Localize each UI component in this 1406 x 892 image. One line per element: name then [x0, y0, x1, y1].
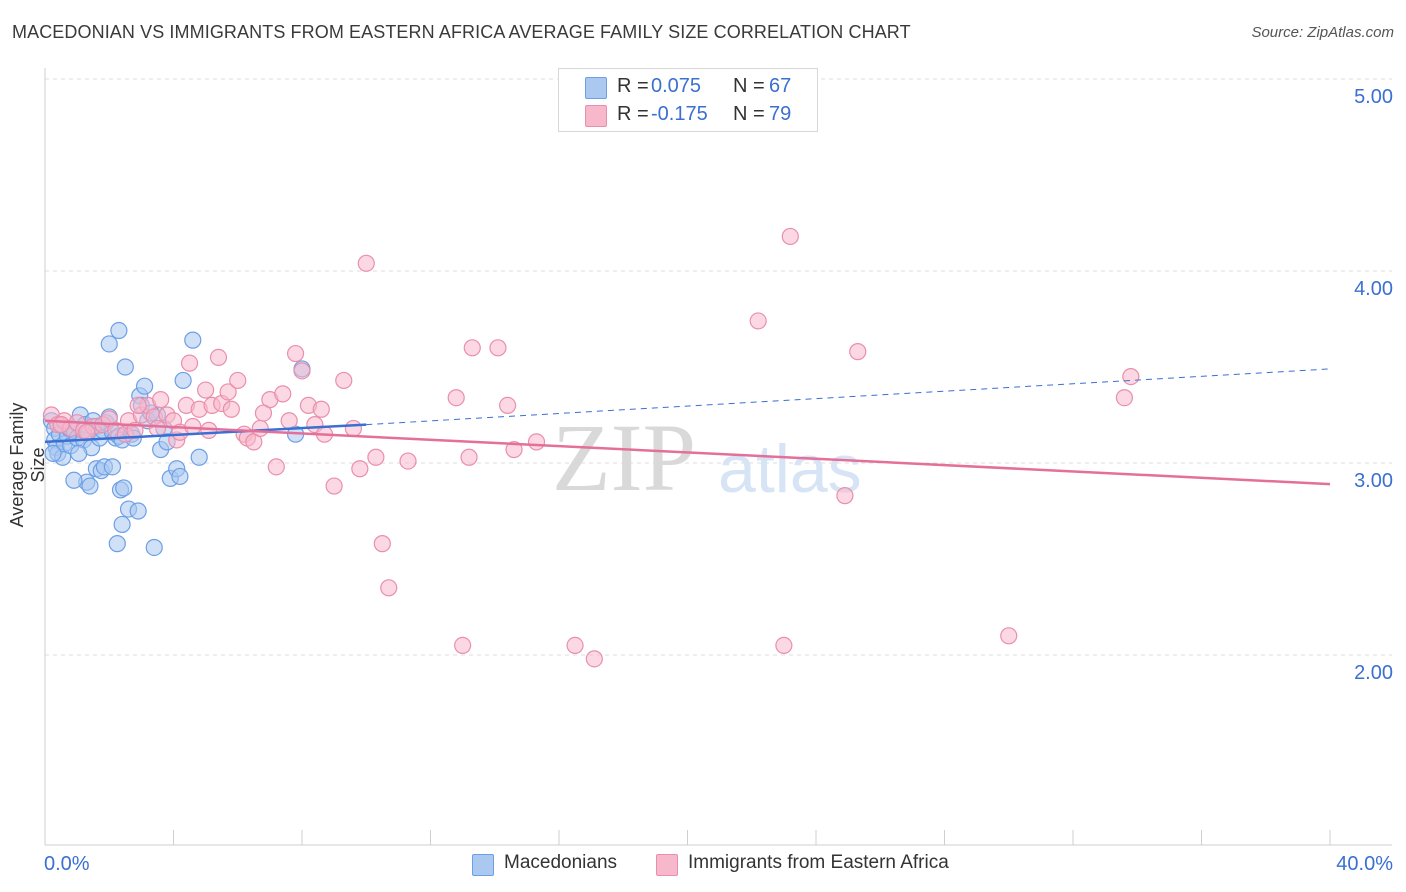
eastern-africa-point — [836, 487, 854, 505]
eastern-africa-point — [148, 419, 167, 438]
y-tick-label: 5.00 — [1354, 86, 1393, 108]
eastern-africa-point — [312, 400, 330, 418]
eastern-africa-point — [849, 343, 867, 361]
macedonian-point — [145, 538, 163, 557]
eastern-africa-point — [209, 348, 228, 366]
y-tick-label: 4.00 — [1354, 278, 1393, 300]
legend-r-label: R = — [617, 103, 649, 125]
eastern-africa-point — [152, 391, 170, 409]
macedonian-trend-line — [44, 423, 367, 444]
eastern-africa-point — [447, 389, 465, 407]
eastern-africa-point — [197, 381, 215, 399]
eastern-africa-point — [274, 385, 292, 403]
eastern-africa-point — [129, 396, 147, 414]
legend-swatch-eastern-africa — [585, 105, 607, 127]
eastern-africa-point — [222, 400, 240, 418]
eastern-africa-point — [1122, 368, 1140, 386]
eastern-africa-point — [254, 404, 273, 422]
y-tick-label: 3.00 — [1354, 470, 1393, 492]
eastern-africa-point — [251, 419, 269, 438]
series-legend-label: Macedonians — [504, 852, 618, 873]
macedonian-point — [100, 335, 118, 353]
eastern-africa-point — [399, 452, 417, 470]
eastern-africa-point — [78, 423, 96, 441]
eastern-africa-point — [367, 448, 385, 466]
macedonian-point — [116, 358, 134, 376]
eastern-africa-point — [527, 433, 546, 451]
data-points — [42, 227, 1140, 668]
eastern-africa-point — [499, 396, 517, 414]
chart-title: MACEDONIAN VS IMMIGRANTS FROM EASTERN AF… — [12, 22, 911, 42]
macedonian-point — [81, 477, 99, 495]
macedonian-point — [135, 377, 154, 395]
eastern-africa-point — [52, 416, 70, 434]
eastern-africa-point — [280, 412, 298, 430]
macedonian-point — [190, 448, 208, 466]
macedonian-point — [65, 471, 83, 489]
legend-r-value: 0.075 — [651, 75, 702, 97]
trend-lines — [44, 368, 1331, 486]
legend-n-value: 79 — [769, 103, 792, 125]
eastern-africa-point — [344, 419, 362, 438]
legend-n-value: 67 — [769, 75, 792, 97]
macedonian-point — [171, 467, 189, 486]
eastern-africa-point — [463, 339, 481, 357]
legend-r-label: R = — [617, 75, 649, 97]
macedonian-point — [108, 535, 126, 553]
x-tick-label: 0.0% — [44, 853, 90, 875]
watermark-zip: ZIP — [552, 404, 696, 511]
macedonian-point — [44, 444, 62, 462]
macedonian-point — [113, 515, 131, 534]
eastern-africa-point — [1115, 389, 1134, 407]
eastern-africa-point — [325, 477, 343, 495]
y-tick-label: 2.00 — [1354, 662, 1393, 684]
legend-n-label: N = — [733, 103, 765, 125]
eastern-africa-point — [460, 448, 478, 466]
eastern-africa-point — [380, 579, 398, 597]
macedonian-trend-extension — [366, 368, 1331, 426]
x-tick-label: 40.0% — [1336, 853, 1393, 875]
eastern-africa-point — [1000, 627, 1018, 645]
eastern-africa-point — [775, 636, 793, 655]
macedonian-point — [115, 479, 133, 497]
series-legend-swatch-macedonians — [472, 854, 494, 876]
eastern-africa-point — [585, 650, 603, 668]
macedonian-point — [174, 371, 192, 390]
legend-r-value: -0.175 — [651, 103, 708, 125]
series-legend-label: Immigrants from Eastern Africa — [688, 852, 949, 873]
eastern-africa-point — [286, 344, 305, 363]
grid — [45, 78, 1392, 656]
eastern-africa-point — [373, 535, 391, 553]
eastern-africa-point — [219, 383, 237, 401]
macedonian-point — [103, 458, 122, 476]
eastern-africa-point — [489, 339, 507, 357]
macedonian-point — [184, 331, 202, 349]
legend-swatch-macedonians — [585, 77, 607, 99]
eastern-africa-point — [749, 312, 767, 330]
eastern-africa-point — [357, 254, 375, 272]
series-legend-swatch-eastern-africa — [656, 854, 678, 876]
eastern-africa-point — [566, 636, 584, 655]
chart-source: Source: ZipAtlas.com — [1251, 24, 1394, 41]
eastern-africa-point — [180, 354, 199, 372]
eastern-africa-trend-line — [44, 419, 1331, 486]
axes — [44, 68, 1392, 846]
correlation-legend: R = 0.075 N = 67 R = -0.175 N = 79 — [558, 68, 818, 132]
eastern-africa-point — [781, 227, 799, 246]
eastern-africa-point — [335, 371, 353, 390]
eastern-africa-point — [454, 636, 472, 655]
macedonian-point — [129, 502, 147, 520]
eastern-africa-point — [505, 440, 523, 459]
legend-n-label: N = — [733, 75, 765, 97]
macedonian-point — [110, 321, 128, 340]
y-axis-title: Average Family Size — [7, 402, 48, 528]
eastern-africa-point — [293, 362, 311, 380]
eastern-africa-point — [267, 458, 285, 476]
macedonian-point — [70, 444, 88, 462]
eastern-africa-point — [229, 371, 247, 390]
tick-labels: 2.00 3.00 4.00 5.00 0.0% 40.0% — [44, 86, 1393, 875]
eastern-africa-point — [351, 460, 369, 478]
